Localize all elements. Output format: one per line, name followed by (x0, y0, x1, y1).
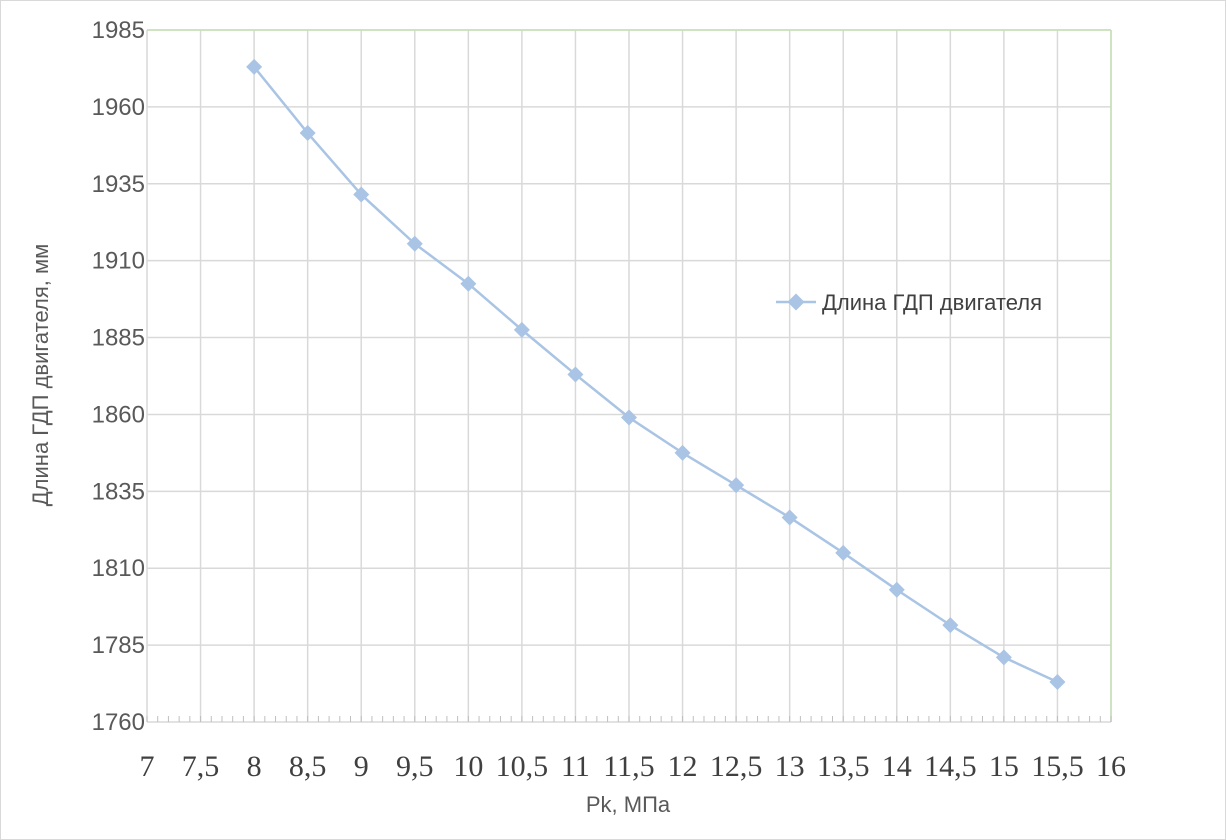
x-tick-label: 10,5 (496, 750, 549, 783)
y-tick-label: 1910 (92, 248, 145, 275)
plot-area (147, 29, 1112, 722)
data-point (246, 58, 263, 75)
data-point (674, 444, 691, 461)
data-point (835, 544, 852, 561)
x-tick-label: 16 (1096, 750, 1126, 783)
x-tick-label: 12 (668, 750, 698, 783)
x-axis-minor-ticks (146, 716, 1112, 722)
data-point (460, 275, 477, 292)
y-axis-title: Длина ГДП двигателя, мм (28, 244, 53, 506)
x-tick-label: 13,5 (817, 750, 870, 783)
x-tick-label: 12,5 (710, 750, 763, 783)
x-tick-label: 15,5 (1031, 750, 1084, 783)
y-tick-label: 1835 (92, 478, 145, 505)
data-point (781, 509, 798, 526)
series-layer (246, 58, 1066, 691)
x-tick-label: 8,5 (289, 750, 327, 783)
data-point (1049, 674, 1066, 691)
data-point (353, 186, 370, 203)
legend: Длина ГДП двигателя (776, 290, 1042, 315)
x-tick-label: 10 (453, 750, 483, 783)
data-point (995, 649, 1012, 666)
y-tick-label: 1860 (92, 401, 145, 428)
x-axis-tick-labels: 7 7,5 8 8,5 9 9,5 10 10,5 11 11,5 12 12,5 13 13,5 14 14… (140, 750, 1127, 783)
x-tick-label: 15 (989, 750, 1019, 783)
x-tick-label: 7,5 (182, 750, 220, 783)
x-axis-title: Pk, МПа (586, 792, 671, 817)
legend-marker-swatch (787, 293, 805, 311)
x-tick-label: 14,5 (924, 750, 977, 783)
data-point (728, 477, 745, 494)
y-tick-label: 1885 (92, 325, 145, 352)
y-tick-label: 1760 (92, 709, 145, 736)
data-point (406, 235, 423, 252)
y-tick-label: 1960 (92, 94, 145, 121)
data-point (888, 581, 905, 598)
x-tick-label: 9,5 (396, 750, 434, 783)
x-tick-label: 11 (561, 750, 590, 783)
y-tick-label: 1810 (92, 555, 145, 582)
data-point (942, 617, 959, 634)
x-tick-label: 14 (882, 750, 912, 783)
y-tick-label: 1985 (92, 17, 145, 44)
x-tick-label: 8 (247, 750, 262, 783)
x-tick-label: 7 (140, 750, 155, 783)
legend-label: Длина ГДП двигателя (822, 290, 1042, 315)
y-axis-tick-labels: 1760 1785 1810 1835 1860 1885 1910 1935 1960 1985 (92, 17, 145, 736)
data-point (621, 409, 637, 426)
data-point (299, 125, 316, 142)
y-tick-label: 1935 (92, 171, 145, 198)
data-point (513, 321, 530, 338)
x-tick-label: 9 (354, 750, 369, 783)
grid (146, 29, 1112, 723)
x-tick-label: 11,5 (603, 750, 654, 783)
x-tick-label: 13 (775, 750, 805, 783)
y-tick-label: 1785 (92, 632, 145, 659)
series-line (253, 66, 1058, 684)
data-point (567, 366, 584, 383)
